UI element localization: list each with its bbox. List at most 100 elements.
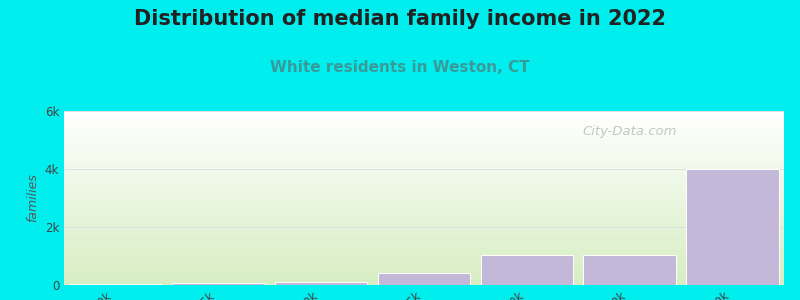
Bar <box>64 190 784 191</box>
Bar <box>64 214 784 215</box>
Bar <box>64 180 784 181</box>
Bar <box>64 172 784 173</box>
Bar <box>64 213 784 214</box>
Bar <box>64 252 784 253</box>
Bar <box>64 205 784 206</box>
Bar <box>64 265 784 266</box>
Bar <box>64 160 784 161</box>
Bar <box>64 132 784 133</box>
Bar <box>64 266 784 267</box>
Bar <box>64 148 784 149</box>
Bar <box>64 111 784 112</box>
Bar <box>275 282 367 285</box>
Bar <box>64 217 784 218</box>
Bar <box>64 209 784 210</box>
Bar <box>64 182 784 183</box>
Bar <box>64 256 784 257</box>
Bar <box>64 113 784 114</box>
Bar <box>378 273 470 285</box>
Bar <box>64 151 784 152</box>
Bar <box>64 135 784 136</box>
Bar <box>172 283 265 285</box>
Bar <box>64 210 784 211</box>
Bar <box>64 143 784 144</box>
Bar <box>64 223 784 224</box>
Bar <box>64 263 784 264</box>
Bar <box>64 191 784 192</box>
Bar <box>64 129 784 130</box>
Bar <box>64 226 784 227</box>
Bar <box>64 127 784 128</box>
Bar <box>64 272 784 273</box>
Text: White residents in Weston, CT: White residents in Weston, CT <box>270 60 530 75</box>
Bar <box>64 189 784 190</box>
Bar <box>64 219 784 220</box>
Bar <box>64 118 784 119</box>
Bar <box>64 120 784 121</box>
Bar <box>64 176 784 177</box>
Bar <box>64 169 784 170</box>
Bar <box>64 121 784 122</box>
Y-axis label: families: families <box>26 174 39 222</box>
Bar <box>64 159 784 160</box>
Bar <box>64 280 784 281</box>
Bar <box>64 283 784 284</box>
Bar <box>64 136 784 137</box>
Bar <box>64 128 784 129</box>
Bar <box>64 196 784 197</box>
Bar <box>64 130 784 131</box>
Bar <box>64 207 784 208</box>
Bar <box>64 216 784 217</box>
Bar <box>64 163 784 164</box>
Bar <box>64 234 784 235</box>
Bar <box>64 133 784 134</box>
Bar <box>64 145 784 146</box>
Bar <box>481 254 573 285</box>
Bar <box>64 171 784 172</box>
Bar <box>64 179 784 180</box>
Bar <box>64 131 784 132</box>
Bar <box>64 224 784 225</box>
Bar <box>64 160 784 161</box>
Bar <box>64 239 784 240</box>
Bar <box>64 184 784 185</box>
Bar <box>64 248 784 249</box>
Bar <box>64 235 784 236</box>
Bar <box>64 115 784 116</box>
Bar <box>64 275 784 276</box>
Bar <box>64 229 784 230</box>
Bar <box>64 147 784 148</box>
Bar <box>64 282 784 283</box>
Bar <box>64 139 784 140</box>
Bar <box>64 162 784 163</box>
Bar <box>64 278 784 279</box>
Bar <box>64 161 784 162</box>
Text: City-Data.com: City-Data.com <box>582 125 677 138</box>
Bar <box>64 185 784 186</box>
Bar <box>64 183 784 184</box>
Bar <box>64 206 784 207</box>
Bar <box>64 200 784 201</box>
Bar <box>64 116 784 117</box>
Bar <box>64 167 784 168</box>
Bar <box>64 258 784 259</box>
Bar <box>64 156 784 157</box>
Bar <box>64 249 784 250</box>
Bar <box>64 227 784 228</box>
Bar <box>64 114 784 115</box>
Bar <box>64 250 784 251</box>
Bar <box>64 255 784 256</box>
Bar <box>64 238 784 239</box>
Bar <box>64 271 784 272</box>
Bar <box>64 245 784 246</box>
Bar <box>64 201 784 202</box>
Bar <box>64 149 784 150</box>
Bar <box>64 276 784 277</box>
Bar <box>64 269 784 270</box>
Bar <box>64 165 784 166</box>
Bar <box>64 181 784 182</box>
Bar <box>64 140 784 141</box>
Bar <box>64 186 784 187</box>
Bar <box>64 173 784 174</box>
Bar <box>64 138 784 139</box>
